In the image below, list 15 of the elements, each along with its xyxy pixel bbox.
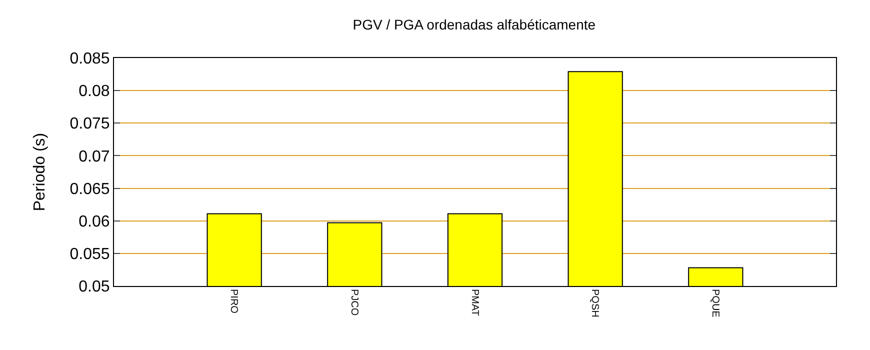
x-tick-label: PIRO — [228, 289, 240, 314]
y-tick-label: 0.065 — [70, 180, 110, 198]
x-tick-label: PMAT — [468, 289, 480, 316]
y-axis-title: Periodo (s) — [32, 132, 49, 212]
chart-title: PGV / PGA ordenadas alfabéticamente — [352, 16, 596, 32]
x-tick-label: PQUE — [709, 289, 720, 318]
y-tick-label: 0.085 — [70, 50, 110, 68]
x-tick-label: PJCO — [348, 289, 360, 316]
y-tick-label: 0.06 — [78, 213, 110, 230]
y-tick-label: 0.07 — [78, 148, 110, 166]
y-tick-label: 0.055 — [70, 246, 110, 264]
y-tick-label: 0.075 — [70, 116, 110, 133]
y-tick-label: 0.08 — [78, 83, 110, 100]
y-tick-label: 0.05 — [78, 278, 110, 296]
x-tick-label: PQSH — [589, 289, 600, 318]
